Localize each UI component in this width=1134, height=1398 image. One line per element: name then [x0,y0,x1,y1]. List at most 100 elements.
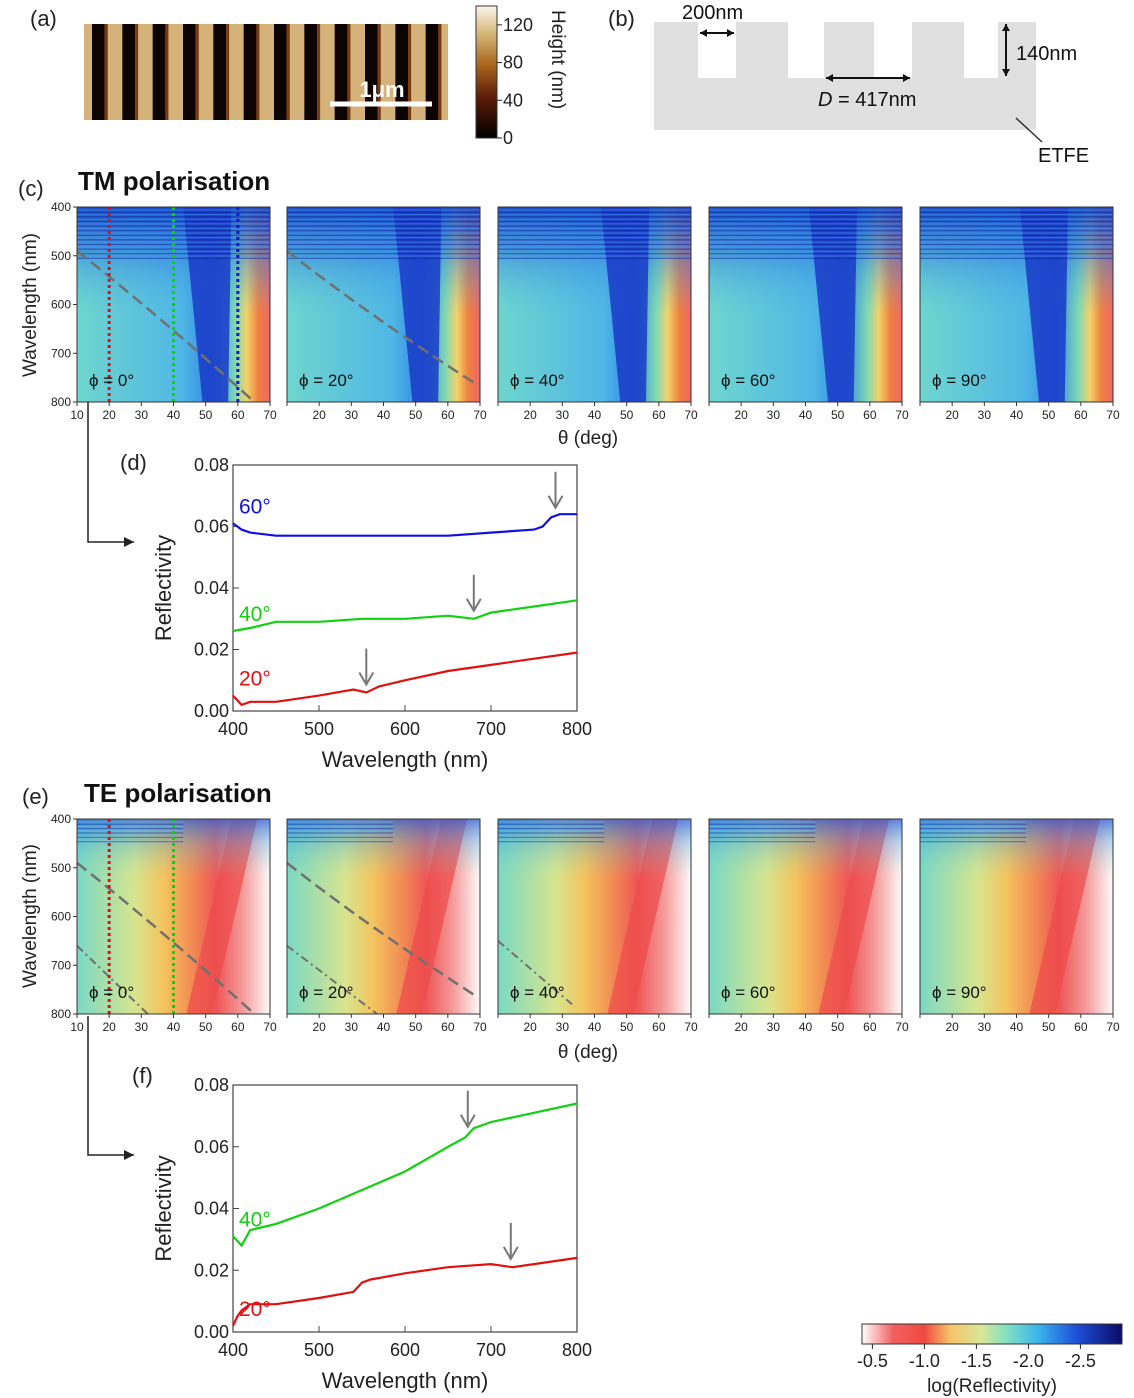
y-tick-label: 600 [51,298,71,312]
afm-groove [243,24,257,120]
tm-map-1: ϕ = 20° 20 30 40 50 60 70 [286,206,487,422]
afm-ridge-edge [256,24,260,120]
afm-groove [152,24,166,120]
afm-ridge-edge [165,24,169,120]
series-label: 40° [239,1208,271,1231]
afm-groove [334,24,348,120]
x-tick-label: 70 [684,1020,698,1034]
afm-colorbar [475,5,498,139]
series-line [232,513,577,537]
series-label: 20° [239,1298,271,1321]
x-tick-label: 30 [978,1020,992,1034]
x-tick-label: 30 [135,408,149,422]
period-value: = 417nm [832,89,916,111]
series-label: 60° [239,495,271,518]
series-label: 40° [239,603,271,626]
x-tick-label: 50 [1042,408,1056,422]
y-tick-label: 700 [51,958,71,972]
map-noise-band [920,819,1113,1014]
tm-map-0: ϕ = 0° 10 20 30 40 50 60 70 [70,206,277,422]
y-axis-label: Reflectivity [151,1155,176,1261]
y-tick-label: 400 [51,812,71,826]
x-tick-label: 10 [70,408,84,422]
series-line [232,651,578,707]
te-xlabel: θ (deg) [558,1042,618,1063]
x-tick-label: 70 [263,408,277,422]
plot-frame [232,464,578,712]
afm-groove [183,24,196,120]
x-tick-label: 400 [218,1340,248,1360]
x-tick-label: 500 [304,719,334,739]
map-noise-band [287,819,480,1014]
afm-image [84,24,448,120]
x-tick-label: 40 [167,1020,181,1034]
substrate-leader [1015,117,1043,143]
x-tick-label: 800 [562,719,592,739]
phi-label: ϕ = 0° [89,983,134,1002]
y-tick-label: 0.04 [194,578,229,598]
main-colorbar-tick-label: -2.5 [1065,1351,1096,1371]
x-tick-label: 30 [345,1020,359,1034]
x-tick-label: 40 [377,1020,391,1034]
phi-label: ϕ = 90° [932,371,987,390]
x-tick-label: 20 [312,1020,326,1034]
y-tick-label: 600 [51,910,71,924]
x-tick-label: 50 [199,1020,213,1034]
afm-ridge-edge [438,24,442,120]
y-tick-label: 500 [51,249,71,263]
x-tick-label: 40 [1010,408,1024,422]
dip-arrowhead [459,1114,476,1129]
y-tick-label: 400 [51,200,71,214]
te-map-2: ϕ = 40° 20 30 40 50 60 70 [497,818,698,1034]
map-noise-band [709,819,902,1014]
x-axis-label: Wavelength (nm) [322,747,489,772]
y-tick-label: 0.00 [194,1322,229,1342]
x-tick-label: 50 [831,1020,845,1034]
x-tick-label: 60 [231,1020,245,1034]
series-line [232,1256,578,1327]
afm-ridge-edge [317,24,321,120]
x-tick-label: 20 [734,408,748,422]
series-label: 20° [239,668,271,691]
te-connector [87,1016,134,1156]
te-ylabel: Wavelength (nm) [20,844,41,988]
panel-e-title: TE polarisation [84,778,272,808]
x-tick-label: 60 [863,1020,877,1034]
y-tick-label: 0.08 [194,1075,229,1095]
second-order-curve [287,944,378,1014]
x-tick-label: 20 [312,408,326,422]
x-tick-label: 50 [409,1020,423,1034]
afm-colorbar-ticks: 120 80 40 0 [497,15,533,148]
x-tick-label: 30 [135,1020,149,1034]
map-noise-band [498,819,691,1014]
x-tick-label: 600 [390,1340,420,1360]
second-order-curve [77,945,149,1014]
x-tick-label: 40 [1010,1020,1024,1034]
x-tick-label: 20 [102,1020,116,1034]
x-tick-label: 50 [1042,1020,1056,1034]
afm-ridge-edge [286,24,290,120]
x-tick-label: 800 [562,1340,592,1360]
period-label: D = 417nm [818,89,916,111]
afm-groove [425,24,439,120]
series-line [232,599,578,633]
y-tick-label: 700 [51,346,71,360]
main-colorbar-ticks: -0.5 -1.0 -1.5 -2.0 -2.5 [857,1344,1096,1371]
height-label: 140nm [1016,43,1077,65]
x-tick-label: 60 [652,408,666,422]
x-tick-label: 30 [556,408,570,422]
afm-ridge-edge [104,24,108,120]
y-tick-label: 500 [51,861,71,875]
x-tick-label: 700 [476,719,506,739]
x-tick-label: 60 [441,1020,455,1034]
x-tick-label: 10 [70,1020,84,1034]
afm-ridge-edge [226,24,230,120]
panel-c-label: (c) [18,176,44,201]
x-tick-label: 30 [767,1020,781,1034]
main-colorbar-tick-label: -2.0 [1013,1351,1044,1371]
x-tick-label: 600 [390,719,420,739]
x-tick-label: 30 [556,1020,570,1034]
panel-a-label: (a) [30,6,57,31]
diffraction-curve [77,861,257,1014]
y-axis-label: Reflectivity [151,535,176,641]
